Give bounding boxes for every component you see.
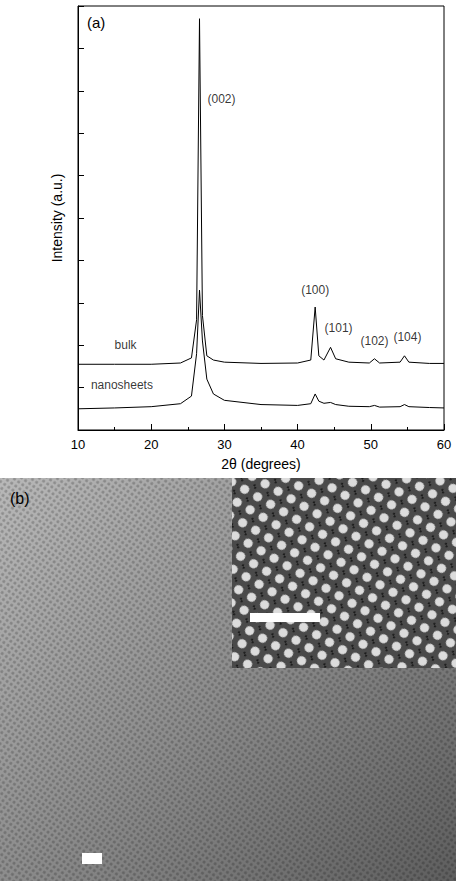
- svg-text:Intensity (a.u.): Intensity (a.u.): [49, 174, 65, 263]
- svg-text:(002): (002): [207, 92, 235, 106]
- svg-text:(a): (a): [87, 14, 105, 31]
- svg-text:50: 50: [364, 437, 378, 452]
- svg-text:60: 60: [437, 437, 451, 452]
- svg-text:(100): (100): [301, 283, 329, 297]
- svg-text:40: 40: [290, 437, 304, 452]
- svg-text:nanosheets: nanosheets: [91, 378, 153, 392]
- svg-text:(101): (101): [325, 321, 353, 335]
- svg-text:bulk: bulk: [115, 338, 138, 352]
- svg-text:(102): (102): [360, 334, 388, 348]
- svg-text:(b): (b): [10, 490, 30, 507]
- svg-text:10: 10: [71, 437, 85, 452]
- svg-text:2θ (degrees): 2θ (degrees): [221, 456, 300, 472]
- svg-text:(104): (104): [393, 330, 421, 344]
- svg-text:30: 30: [217, 437, 231, 452]
- svg-text:20: 20: [144, 437, 158, 452]
